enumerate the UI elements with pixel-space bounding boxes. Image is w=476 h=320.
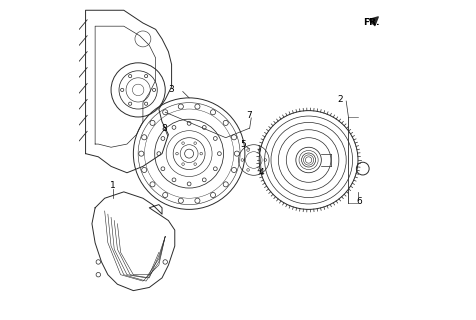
Text: 3: 3 — [169, 85, 174, 94]
Text: 7: 7 — [245, 111, 251, 120]
Text: 1: 1 — [109, 181, 115, 190]
Text: 4: 4 — [258, 168, 264, 177]
Text: FR.: FR. — [362, 19, 378, 28]
Text: 8: 8 — [161, 124, 167, 132]
Text: 5: 5 — [239, 140, 245, 148]
Text: 2: 2 — [337, 95, 343, 104]
FancyArrowPatch shape — [368, 17, 377, 26]
Text: 6: 6 — [356, 197, 362, 206]
